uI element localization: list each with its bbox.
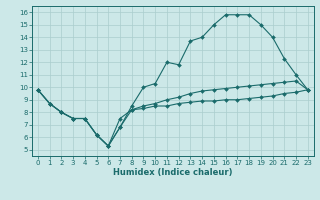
X-axis label: Humidex (Indice chaleur): Humidex (Indice chaleur) — [113, 168, 233, 177]
